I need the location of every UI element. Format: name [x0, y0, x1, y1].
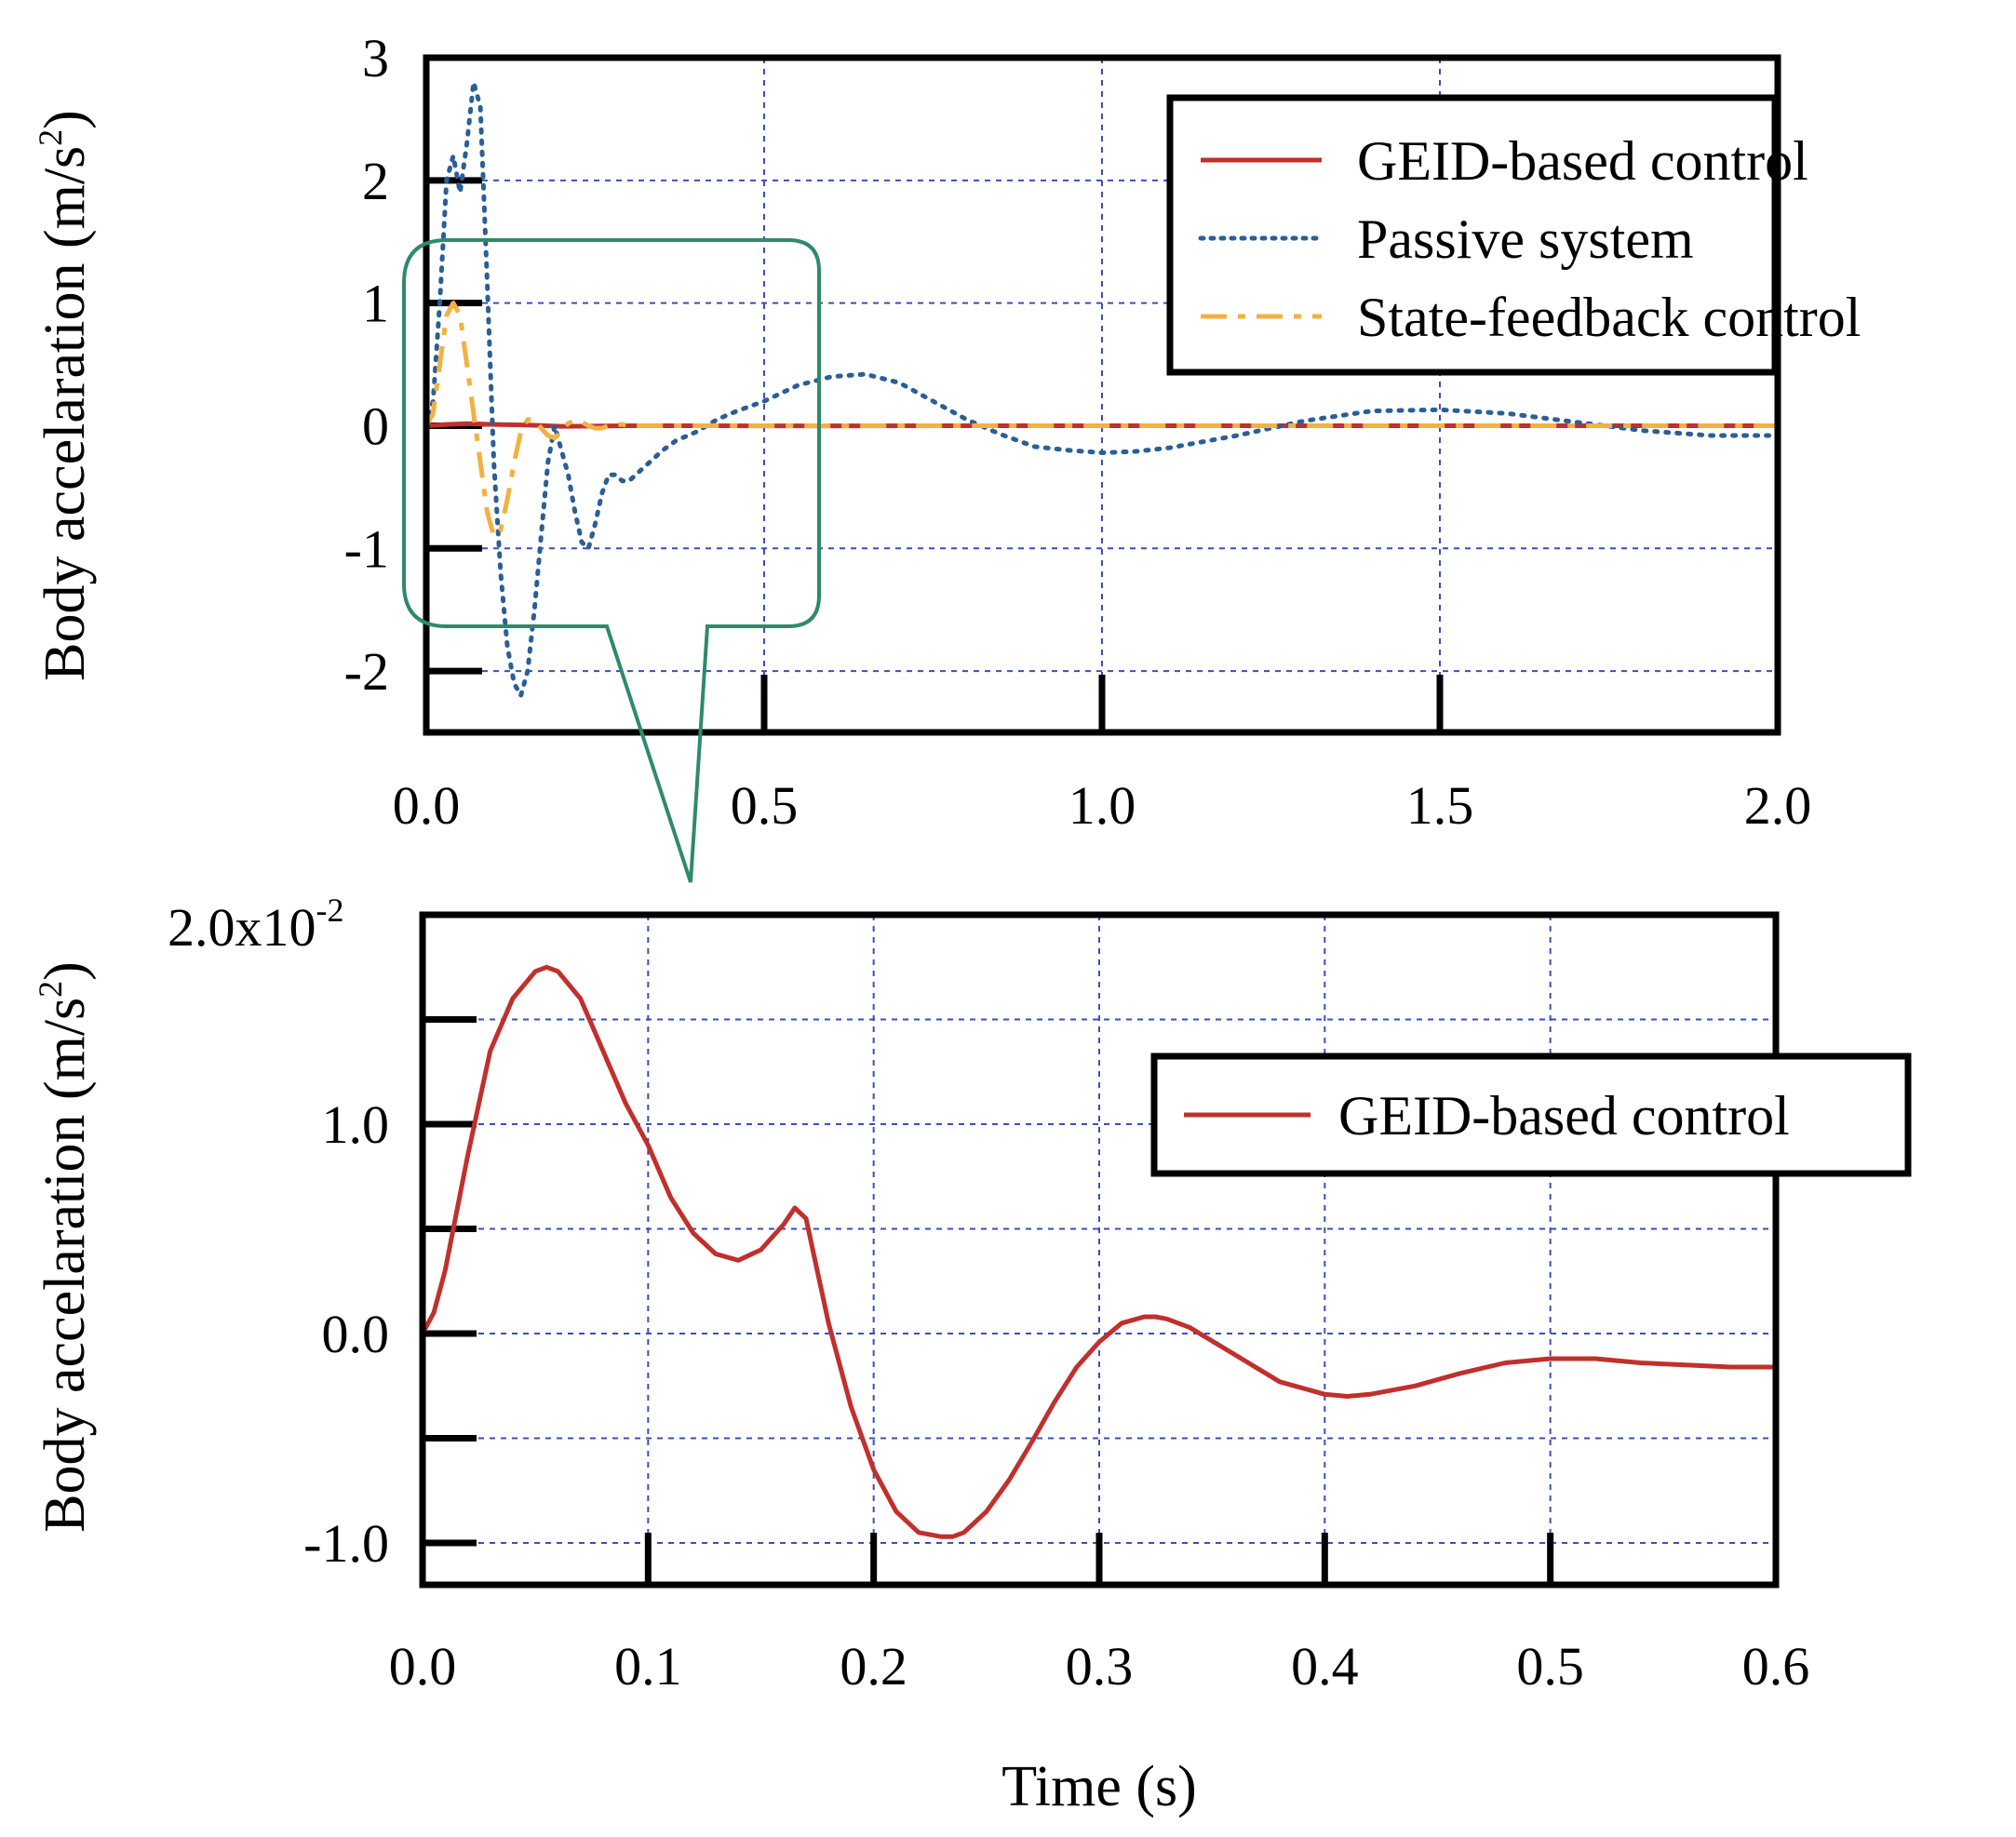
bottom-chart-panel: 0.0 0.1 0.2 0.3 0.4 0.5 0.6 -1.0 0.0 1.0 2.0x10-…	[32, 892, 1912, 1818]
top-x-tick-label: 1.0	[1068, 775, 1136, 836]
top-y-tick-label: -1	[344, 518, 389, 579]
top-y-tick-label: 0	[362, 396, 389, 456]
bottom-y-tick-labels: -1.0 0.0 1.0	[303, 1094, 389, 1574]
bottom-x-tick-label: 0.2	[840, 1636, 907, 1696]
top-series-passive-system	[426, 79, 1778, 698]
zoom-callout-box	[402, 238, 821, 883]
bottom-x-axis-title: Time (s)	[1001, 1755, 1197, 1818]
bottom-series	[423, 964, 1776, 1539]
bottom-y-tick-label: -1.0	[303, 1513, 389, 1574]
top-y-axis-title: Body accelaration (m/s2)	[32, 110, 97, 681]
bottom-legend: GEID-based control	[1150, 1053, 1912, 1177]
bottom-grid	[423, 915, 1776, 1585]
bottom-y-tick-top-label: 2.0x10-2	[168, 892, 344, 958]
bottom-x-tick-labels: 0.0 0.1 0.2 0.3 0.4 0.5 0.6	[389, 1636, 1810, 1696]
top-legend-label-geid: GEID-based control	[1357, 130, 1808, 192]
top-y-tick-label: 2	[362, 151, 389, 211]
bottom-plot-frame	[419, 911, 1780, 1589]
top-legend-box	[1166, 94, 1779, 376]
top-x-tick-label: 0.5	[731, 775, 799, 836]
top-y-tick-label: 3	[362, 28, 389, 88]
top-x-tick-labels: 0.0 0.5 1.0 1.5 2.0	[393, 775, 1812, 836]
top-plot-frame	[423, 54, 1781, 736]
top-series-state-feedback-control	[426, 301, 1778, 539]
top-x-tick-label: 1.5	[1406, 775, 1474, 836]
top-legend-label-state-feedback: State-feedback control	[1357, 287, 1861, 348]
bottom-y-tick-label: 1.0	[322, 1094, 390, 1155]
bottom-x-tick-label: 0.4	[1291, 1636, 1359, 1696]
top-y-tick-label: -2	[344, 641, 389, 702]
bottom-legend-label-geid: GEID-based control	[1338, 1085, 1790, 1146]
top-legend-label-passive: Passive system	[1357, 208, 1694, 270]
bottom-x-tick-label: 0.0	[389, 1636, 457, 1696]
top-series	[426, 79, 1778, 698]
top-x-tick-label: 2.0	[1744, 775, 1812, 836]
bottom-x-tick-label: 0.5	[1516, 1636, 1584, 1696]
bottom-x-tick-label: 0.1	[614, 1636, 682, 1696]
top-legend: GEID-based control Passive system State-…	[1166, 94, 1861, 376]
bottom-y-tick-label: 0.0	[322, 1304, 390, 1364]
bottom-x-tick-label: 0.3	[1066, 1636, 1134, 1696]
top-y-tick-label: 1	[362, 274, 389, 334]
bottom-series-geid-based-control	[423, 964, 1776, 1539]
bottom-ticks	[423, 1016, 1554, 1585]
top-y-tick-labels: -2 -1 0 1 2 3	[344, 28, 389, 702]
bottom-y-axis-title: Body accelaration (m/s2)	[32, 961, 97, 1533]
bottom-x-tick-label: 0.6	[1742, 1636, 1810, 1696]
top-chart-panel: 0.0 0.5 1.0 1.5 2.0 -2 -1 0 1 2 3 Body accelarati…	[32, 28, 1861, 883]
top-x-tick-label: 0.0	[393, 775, 461, 836]
